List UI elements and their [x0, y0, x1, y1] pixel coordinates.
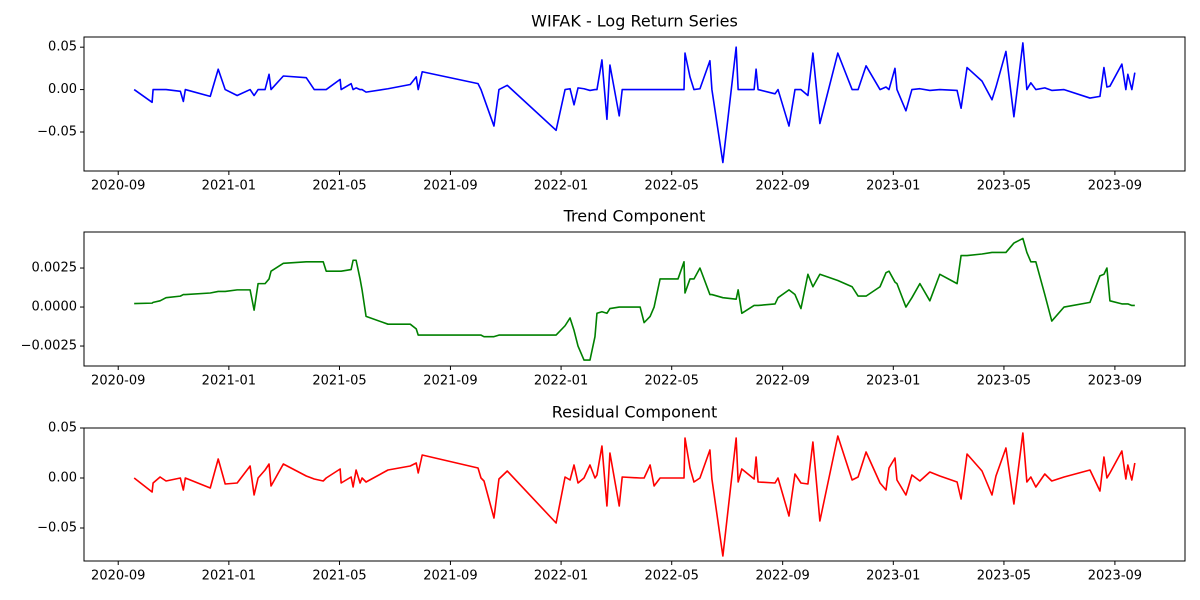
y-tick-label: −0.05	[37, 521, 77, 536]
x-tick-label: 2022-09	[756, 569, 810, 584]
y-tick-label: 0.0025	[32, 261, 78, 276]
x-tick-label: 2023-01	[866, 374, 920, 389]
x-tick-label: 2023-05	[977, 569, 1031, 584]
x-tick-label: 2021-09	[423, 374, 477, 389]
x-tick-label: 2021-01	[202, 179, 256, 194]
x-tick-label: 2023-09	[1088, 179, 1142, 194]
series-line	[134, 237, 1135, 361]
x-tick-label: 2022-09	[756, 179, 810, 194]
x-tick-label: 2021-01	[202, 569, 256, 584]
y-tick-label: 0.05	[48, 40, 77, 55]
x-tick-label: 2023-09	[1088, 374, 1142, 389]
x-tick-label: 2022-05	[645, 569, 699, 584]
x-tick-label: 2022-01	[534, 569, 588, 584]
x-tick-label: 2021-05	[312, 569, 366, 584]
x-tick-label: 2020-09	[91, 374, 145, 389]
x-tick-label: 2020-09	[91, 179, 145, 194]
x-tick-label: 2022-01	[534, 179, 588, 194]
series-line	[133, 42, 1136, 164]
x-tick-label: 2023-01	[866, 569, 920, 584]
axes-frame	[83, 427, 1186, 562]
series-line	[133, 432, 1136, 557]
y-tick-label: 0.00	[48, 471, 77, 486]
x-tick-label: 2021-01	[202, 374, 256, 389]
x-tick-label: 2022-05	[645, 374, 699, 389]
subplot-title: Trend Component	[563, 207, 706, 226]
x-tick-label: 2023-05	[977, 179, 1031, 194]
x-tick-label: 2021-09	[423, 179, 477, 194]
subplot-title: WIFAK - Log Return Series	[531, 12, 738, 31]
x-tick-label: 2022-01	[534, 374, 588, 389]
x-tick-label: 2021-09	[423, 569, 477, 584]
y-tick-label: 0.00	[48, 82, 77, 97]
axes-frame	[83, 231, 1186, 367]
axes-frame	[83, 36, 1186, 172]
x-tick-label: 2022-09	[756, 374, 810, 389]
x-tick-label: 2023-09	[1088, 569, 1142, 584]
x-tick-label: 2022-05	[645, 179, 699, 194]
x-tick-label: 2023-05	[977, 374, 1031, 389]
subplot-title: Residual Component	[552, 403, 718, 422]
y-tick-label: −0.0025	[21, 339, 77, 354]
x-tick-label: 2020-09	[91, 569, 145, 584]
y-tick-label: −0.05	[37, 124, 77, 139]
y-tick-label: 0.0000	[32, 300, 78, 315]
x-tick-label: 2021-05	[312, 179, 366, 194]
x-tick-label: 2023-01	[866, 179, 920, 194]
x-tick-label: 2021-05	[312, 374, 366, 389]
y-tick-label: 0.05	[48, 421, 77, 436]
